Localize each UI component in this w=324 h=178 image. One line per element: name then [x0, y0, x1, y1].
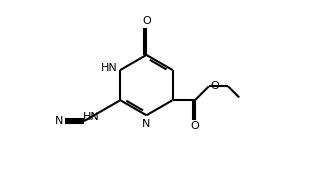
Text: HN: HN — [83, 112, 99, 122]
Text: O: O — [142, 16, 151, 26]
Text: HN: HN — [101, 63, 118, 73]
Text: N: N — [55, 116, 63, 126]
Text: O: O — [191, 121, 199, 131]
Text: N: N — [142, 119, 151, 129]
Text: O: O — [211, 81, 219, 91]
